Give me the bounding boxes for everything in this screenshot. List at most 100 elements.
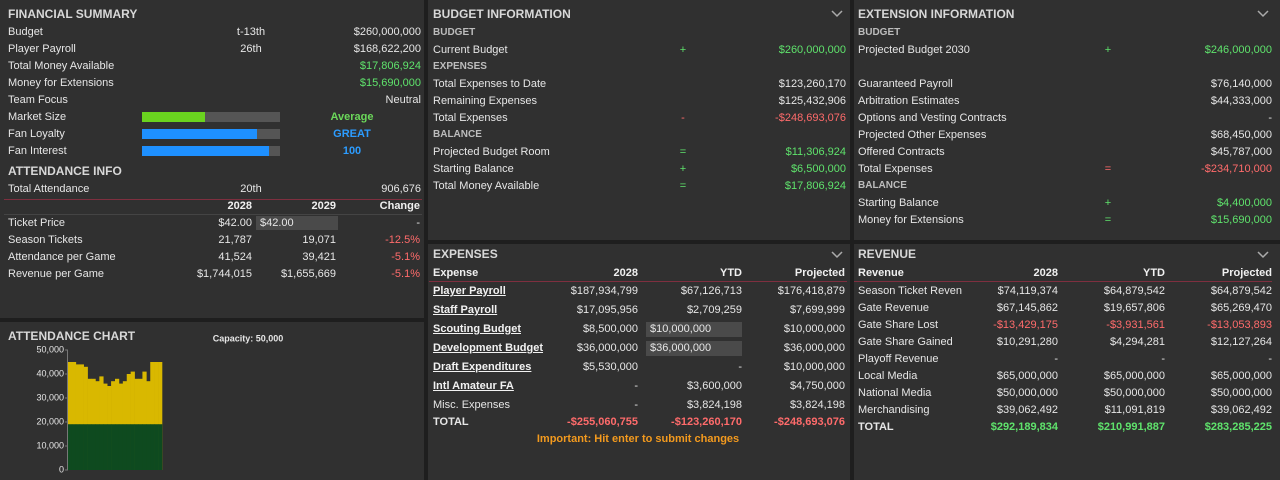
bar: [130, 371, 135, 470]
row-value: $123,260,170: [778, 78, 846, 90]
row-value: $17,806,924: [359, 60, 421, 72]
cell: $65,269,470: [1210, 302, 1272, 314]
row-link[interactable]: Staff Payroll: [433, 304, 498, 316]
budget-input[interactable]: [646, 341, 742, 356]
row-label: Starting Balance: [858, 197, 939, 209]
row-label: Budget: [8, 26, 43, 38]
sign: +: [1104, 44, 1112, 56]
collapse-chevron[interactable]: [831, 251, 843, 259]
input-value[interactable]: $10,000,000: [650, 323, 712, 335]
cell: $36,000,000: [783, 342, 845, 354]
chart-annotation: Capacity: 50,000: [213, 333, 284, 343]
bar: [83, 424, 88, 470]
ticket-price-input[interactable]: [256, 216, 338, 230]
row-value: $260,000,000: [778, 44, 846, 56]
panel-title: EXTENSION INFORMATION: [858, 7, 1015, 21]
row-value: $246,000,000: [1204, 44, 1272, 56]
change: -5.1%: [391, 251, 420, 263]
row-link[interactable]: Scouting Budget: [433, 323, 521, 335]
collapse-chevron[interactable]: [1257, 10, 1269, 18]
bar: [68, 424, 73, 470]
cell: $10,000,000: [783, 361, 845, 373]
row-link[interactable]: Intl Amateur FA: [433, 380, 514, 392]
cell: $74,119,374: [997, 285, 1058, 297]
row-label: Projected Other Expenses: [858, 129, 987, 141]
row-value: $260,000,000: [353, 26, 421, 38]
row-link[interactable]: Player Payroll: [433, 285, 506, 297]
row-label: Total Money Available: [8, 60, 115, 72]
row-label: Total Expenses: [433, 112, 508, 124]
row-label: Total Attendance: [8, 183, 90, 195]
row-value: $76,140,000: [1210, 78, 1272, 90]
row-link[interactable]: Draft Expenditures: [433, 361, 532, 373]
chart-title: ATTENDANCE CHART: [8, 329, 136, 343]
divider: [4, 214, 422, 215]
sign: +: [679, 163, 687, 175]
row-value: $4,400,000: [1216, 197, 1272, 209]
budget-input[interactable]: [646, 322, 742, 337]
meter-track: [142, 112, 280, 122]
cell: 41,524: [218, 251, 252, 263]
row-value: -: [1268, 112, 1272, 124]
input-value[interactable]: $36,000,000: [650, 342, 712, 354]
meter-value: 100: [342, 145, 362, 157]
cell: $5,530,000: [582, 361, 638, 373]
bar: [122, 424, 128, 470]
cell: -: [634, 380, 638, 392]
row-value: 906,676: [381, 183, 421, 195]
bar: [118, 424, 124, 470]
bar: [107, 424, 112, 470]
column-header: 2029: [311, 200, 336, 212]
row-value: $15,690,000: [359, 77, 421, 89]
y-tick-label: 10,000: [36, 440, 64, 450]
collapse-chevron[interactable]: [1257, 251, 1269, 259]
change: -: [416, 217, 420, 229]
row-label: Total Expenses to Date: [433, 78, 547, 90]
change: -12.5%: [385, 234, 420, 246]
row-value: Neutral: [385, 94, 421, 106]
panel-title: FINANCIAL SUMMARY: [8, 7, 138, 21]
bar: [95, 424, 100, 470]
column-header: Revenue: [858, 267, 904, 279]
cell: $64,879,542: [1210, 285, 1272, 297]
section-heading: BALANCE: [858, 180, 907, 191]
row-label: Revenue per Game: [8, 268, 104, 280]
bar: [79, 364, 84, 470]
sign: =: [1104, 214, 1112, 226]
meter-label: Market Size: [8, 111, 67, 123]
bar: [75, 424, 81, 470]
row-label: Merchandising: [858, 404, 930, 416]
row-label: Ticket Price: [8, 217, 66, 229]
row-label: Starting Balance: [433, 163, 514, 175]
cell: $3,600,000: [686, 380, 742, 392]
expenses-panel: [428, 244, 850, 480]
note: Important: Hit enter to submit changes: [536, 433, 740, 445]
row-label: Misc. Expenses: [433, 399, 511, 411]
row-label: Team Focus: [8, 94, 68, 106]
rank: t-13th: [236, 26, 266, 38]
cell: $65,000,000: [1103, 370, 1165, 382]
bar: [150, 424, 155, 470]
cell: -: [1161, 353, 1165, 365]
row-label: National Media: [858, 387, 932, 399]
cell: $36,000,000: [576, 342, 638, 354]
row-label: Options and Vesting Contracts: [858, 112, 1007, 124]
bar: [68, 362, 73, 470]
row-link[interactable]: Development Budget: [433, 342, 544, 354]
cell: $12,127,264: [1210, 336, 1272, 348]
cell: $65,000,000: [1210, 370, 1272, 382]
row-label: Total Expenses: [858, 163, 933, 175]
bar: [79, 424, 84, 470]
collapse-chevron[interactable]: [831, 10, 843, 18]
y-tick-label: 40,000: [36, 368, 64, 378]
rank: 20th: [240, 183, 262, 195]
input-value[interactable]: $42.00: [260, 217, 294, 229]
total-cell: $283,285,225: [1204, 421, 1272, 433]
cell: $42.00: [218, 217, 252, 229]
cell: $50,000,000: [996, 387, 1058, 399]
row-value: -$248,693,076: [775, 112, 846, 124]
cell: $65,000,000: [996, 370, 1058, 382]
section-heading: EXPENSES: [433, 61, 487, 72]
